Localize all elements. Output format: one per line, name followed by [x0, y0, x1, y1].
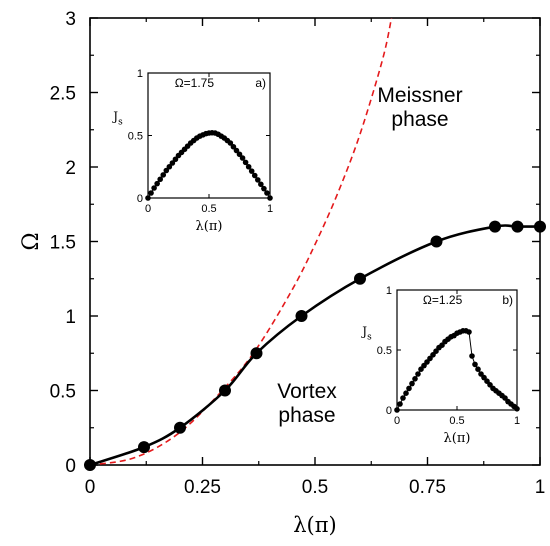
inset-x-tick-label: 1 — [514, 415, 520, 427]
inset-y-tick-label: 1 — [386, 285, 392, 297]
inset-data-point — [514, 406, 520, 412]
inset-data-point — [169, 160, 176, 166]
inset-data-point — [145, 195, 151, 201]
inset-data-point — [151, 185, 157, 191]
inset-data-point — [415, 371, 421, 377]
inset-b-plot: 0 0.5 1 0 0.5 1 λ(π) Js Ω=1.25 b) — [360, 284, 523, 454]
inset-data-point — [160, 172, 167, 178]
inset-y-axis-title-main: J — [111, 110, 118, 124]
inset-x-tick-label: 0 — [394, 415, 400, 427]
inset-x-tick-label: 1 — [267, 203, 273, 215]
inset-y-axis-title-main: J — [360, 325, 367, 339]
inset-data-point — [261, 185, 267, 192]
data-point — [354, 272, 366, 285]
data-point — [489, 220, 501, 233]
inset-data-point — [245, 163, 252, 170]
inset-a-plot: 0 0.5 1 0 0.5 1 λ(π) Js Ω=1.75 a) — [111, 67, 276, 242]
data-point — [84, 459, 96, 471]
inset-data-point — [394, 407, 400, 413]
inset-data-point — [264, 190, 270, 196]
x-tick-label: 0.75 — [409, 477, 446, 498]
inset-data-point — [397, 401, 403, 407]
inset-data-point — [239, 155, 246, 161]
x-tick-label: 0 — [85, 477, 96, 498]
inset-x-axis-title: λ(π) — [196, 219, 223, 234]
inset-y-axis-title: Js — [111, 110, 123, 128]
inset-y-tick-label: 0.5 — [377, 345, 392, 357]
inset-x-tick-label: 0.5 — [449, 415, 464, 427]
inset-data-point — [409, 380, 415, 387]
inset-data-point — [469, 353, 475, 359]
vortex-label-line2: phase — [278, 404, 335, 427]
data-point — [430, 235, 443, 248]
inset-annotation: Ω=1.75 — [175, 76, 215, 90]
main-plot: 0 0.25 0.5 0.75 100.511.522.53λ(π)ΩMeissnerp… — [19, 9, 546, 537]
inset-data-point — [154, 180, 160, 187]
inset-data-point — [475, 366, 481, 373]
inset-data-point — [172, 156, 179, 163]
inset-y-tick-label: 0 — [137, 193, 143, 205]
inset-panel-label: a) — [255, 76, 266, 90]
inset-background — [144, 67, 276, 242]
y-tick-label: 3 — [65, 9, 76, 30]
x-tick-label: 0.25 — [184, 477, 221, 498]
inset-y-axis-title-sub: s — [367, 333, 372, 343]
x-axis-title: λ(π) — [293, 513, 337, 537]
y-tick-label: 1.5 — [50, 233, 76, 254]
inset-data-point — [254, 177, 261, 183]
inset-data-point — [242, 159, 249, 166]
inset-data-point — [403, 390, 409, 397]
inset-data-point — [148, 190, 154, 196]
inset-y-axis-title-sub: s — [118, 118, 123, 128]
inset-y-tick-label: 0 — [386, 405, 392, 417]
inset-data-point — [166, 163, 173, 170]
y-tick-label: 0 — [65, 456, 76, 477]
y-tick-label: 2 — [65, 158, 76, 179]
meissner-boundary-dashed-line — [90, 18, 393, 465]
inset-data-point — [248, 168, 255, 174]
inset-y-axis-title: Js — [360, 325, 372, 343]
inset-data-point — [163, 167, 170, 174]
inset-annotation: Ω=1.25 — [423, 293, 463, 307]
inset-data-point — [157, 176, 163, 183]
data-point — [219, 384, 231, 397]
x-tick-label: 0.5 — [302, 477, 328, 498]
y-tick-label: 0.5 — [50, 382, 76, 403]
inset-panel-label: b) — [502, 293, 513, 307]
inset-background — [393, 284, 523, 454]
inset-data-point — [251, 172, 258, 179]
inset-data-point — [267, 195, 273, 201]
inset-data-point — [258, 181, 264, 188]
inset-data-point — [412, 376, 418, 382]
data-point — [250, 347, 263, 360]
inset-x-tick-label: 0 — [145, 203, 151, 215]
x-tick-label: 1 — [535, 477, 546, 498]
data-point — [295, 310, 308, 322]
inset-data-point — [227, 140, 234, 146]
inset-data-point — [472, 361, 478, 368]
y-tick-label: 2.5 — [50, 84, 76, 105]
inset-data-point — [236, 151, 243, 158]
y-tick-label: 1 — [65, 307, 76, 328]
inset-data-point — [466, 329, 472, 335]
y-axis-title: Ω — [19, 232, 44, 250]
inset-y-tick-label: 0.5 — [128, 131, 143, 143]
inset-data-point — [400, 395, 406, 401]
inset-x-tick-label: 0.5 — [201, 203, 216, 215]
inset-x-axis-title: λ(π) — [444, 431, 471, 446]
data-point — [138, 441, 150, 454]
inset-data-point — [406, 385, 412, 392]
data-point — [174, 421, 186, 434]
meissner-label-line2: phase — [391, 108, 448, 131]
data-point — [511, 220, 524, 233]
inset-data-point — [233, 147, 240, 154]
meissner-label-line1: Meissner — [377, 84, 462, 107]
vortex-label-line1: Vortex — [277, 380, 337, 403]
data-point — [534, 220, 546, 233]
inset-data-point — [230, 143, 237, 150]
inset-y-tick-label: 1 — [137, 68, 143, 80]
